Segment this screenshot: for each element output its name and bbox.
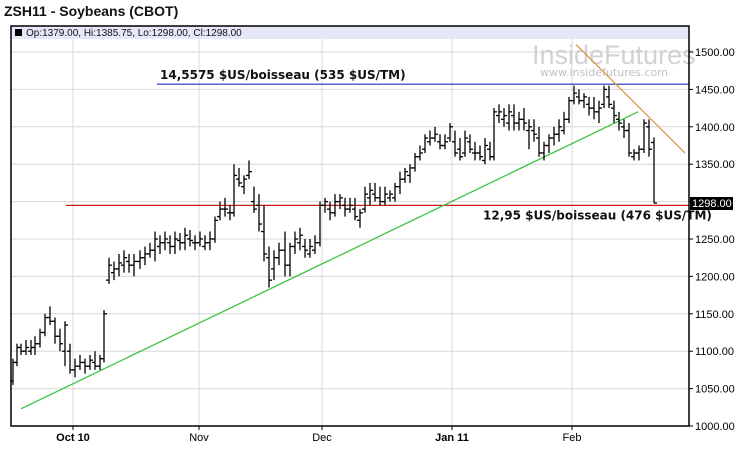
info-bar xyxy=(11,26,689,39)
ohlc-bars xyxy=(10,85,657,385)
x-axis: Oct 10 Nov Dec Jan 11 Feb xyxy=(56,426,581,444)
support-label: 12,95 $US/boisseau (476 $US/TM) xyxy=(483,208,712,222)
svg-text:InsideFutures: InsideFutures xyxy=(532,40,696,70)
ohlc-readout: Op:1379.00, Hi:1385.75, Lo:1298.00, Cl:1… xyxy=(26,28,242,39)
grid-lines xyxy=(11,26,689,426)
y-tick-label: 1450.00 xyxy=(695,84,735,96)
y-tick-label: 1250.00 xyxy=(695,234,735,246)
last-price-tag: 1298.00 xyxy=(690,197,733,210)
y-tick-label: 1000.00 xyxy=(695,421,735,433)
x-tick-label: Dec xyxy=(312,432,332,444)
watermark-logo: InsideFutures www.insidefutures.com xyxy=(532,40,696,79)
x-tick-label: Jan 11 xyxy=(435,432,469,444)
x-tick-label: Oct 10 xyxy=(56,432,90,444)
info-bar-square-icon xyxy=(15,29,22,36)
uptrend-line xyxy=(20,111,639,410)
svg-text:1298.00: 1298.00 xyxy=(692,198,732,210)
chart-title: ZSH11 - Soybeans (CBOT) xyxy=(4,3,179,19)
y-tick-label: 1150.00 xyxy=(695,309,734,321)
resistance-label: 14,5575 $US/boisseau (535 $US/TM) xyxy=(160,68,406,82)
downtrend-line xyxy=(575,44,686,154)
y-tick-label: 1050.00 xyxy=(695,384,735,396)
y-tick-label: 1200.00 xyxy=(695,271,735,283)
annotation-labels: 14,5575 $US/boisseau (535 $US/TM) 12,95 $… xyxy=(160,68,712,222)
x-tick-label: Feb xyxy=(563,432,582,444)
y-tick-label: 1400.00 xyxy=(695,122,735,134)
y-tick-label: 1100.00 xyxy=(695,346,734,358)
x-tick-label: Nov xyxy=(189,432,209,444)
y-tick-label: 1350.00 xyxy=(695,159,735,171)
annotation-lines xyxy=(20,44,689,410)
y-axis: 1000.00 1050.00 1100.00 1150.00 1200.00 1250.… xyxy=(689,47,735,433)
plot-frame xyxy=(10,25,690,427)
y-tick-label: 1500.00 xyxy=(695,47,735,59)
